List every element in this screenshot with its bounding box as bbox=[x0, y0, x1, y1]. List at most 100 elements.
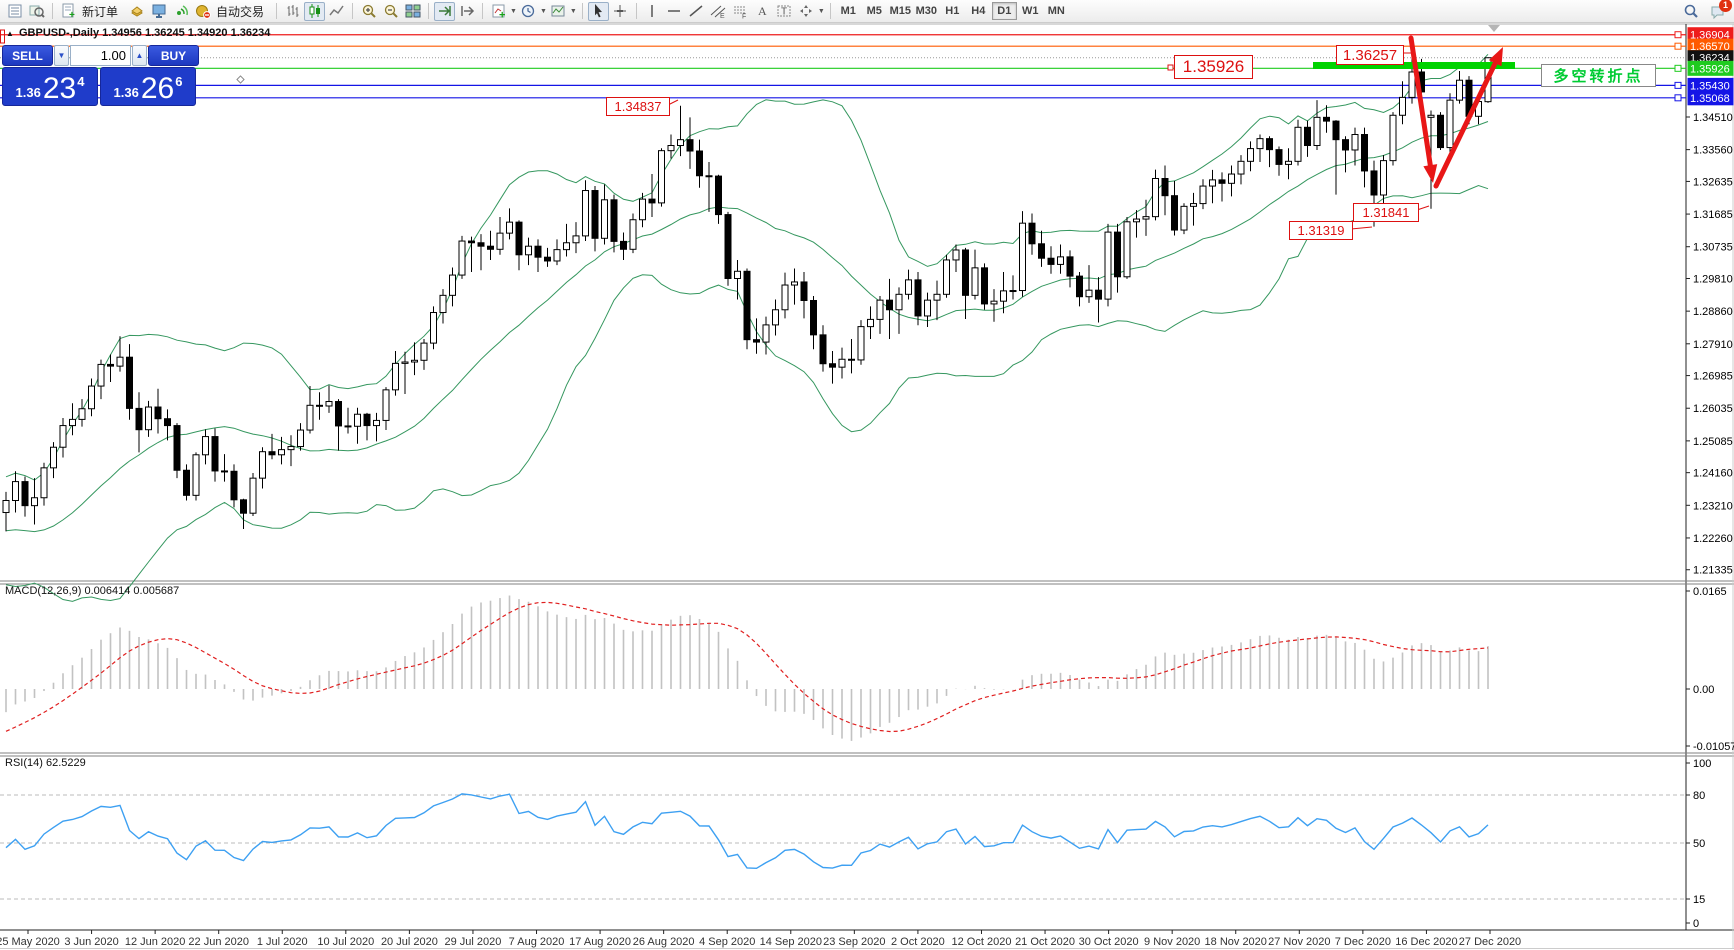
chevron-down-icon[interactable]: ▼ bbox=[569, 7, 577, 15]
fibonacci-icon[interactable]: F bbox=[730, 2, 751, 21]
svg-text:1.21335: 1.21335 bbox=[1693, 565, 1733, 577]
svg-text:F: F bbox=[742, 14, 746, 20]
chevron-down-icon[interactable]: ▼ bbox=[510, 7, 517, 15]
toolbar-separator bbox=[829, 3, 831, 19]
sell-price-big: 23 bbox=[42, 71, 77, 105]
svg-text:+: + bbox=[499, 10, 505, 20]
tile-windows-icon[interactable] bbox=[402, 2, 423, 21]
svg-text:1.24160: 1.24160 bbox=[1693, 468, 1733, 480]
autotrade-label[interactable]: 自动交易 bbox=[216, 4, 265, 19]
price-annotation-l36257[interactable]: 1.36257 bbox=[1336, 45, 1404, 65]
buy-price-panel[interactable]: 1.36 26 6 bbox=[100, 67, 196, 106]
signals-icon[interactable] bbox=[170, 2, 191, 21]
svg-text:1.34510: 1.34510 bbox=[1693, 112, 1733, 124]
candlestick-icon[interactable] bbox=[304, 1, 326, 21]
text-label-icon[interactable]: T bbox=[774, 2, 795, 21]
template-icon[interactable] bbox=[548, 2, 569, 21]
price-annotation-l34837[interactable]: 1.34837 bbox=[606, 97, 670, 116]
svg-text:12 Oct 2020: 12 Oct 2020 bbox=[952, 936, 1012, 948]
volume-decrease-button[interactable]: ▼ bbox=[54, 45, 69, 66]
svg-text:14 Sep 2020: 14 Sep 2020 bbox=[760, 936, 822, 948]
toolbar-separator bbox=[482, 3, 484, 19]
strategy-tester-icon[interactable] bbox=[26, 2, 47, 21]
svg-text:9 Nov 2020: 9 Nov 2020 bbox=[1144, 936, 1200, 948]
autoscroll-icon[interactable] bbox=[434, 1, 456, 21]
price-annotation-l35926[interactable]: 1.35926 bbox=[1174, 55, 1253, 79]
price-axis: 1.34510 1.33560 1.32635 1.31685 1.30735 1.298… bbox=[1686, 27, 1734, 577]
svg-text:T: T bbox=[781, 7, 787, 18]
toolbar-separator bbox=[52, 3, 53, 19]
timeframe-w1-button[interactable]: W1 bbox=[1022, 5, 1039, 17]
svg-text:27 Nov 2020: 27 Nov 2020 bbox=[1268, 936, 1330, 948]
cursor-icon[interactable] bbox=[587, 1, 609, 21]
svg-text:1.31685: 1.31685 bbox=[1693, 209, 1733, 221]
volume-input[interactable]: 1.00 bbox=[70, 45, 131, 66]
notifications-icon[interactable]: 1 bbox=[1707, 0, 1732, 21]
toolbar-separator bbox=[352, 3, 354, 19]
timeframe-m30-button[interactable]: M30 bbox=[915, 5, 937, 17]
timeframe-m5-button[interactable]: M5 bbox=[866, 5, 882, 17]
timeframe-mn-button[interactable]: MN bbox=[1047, 5, 1065, 17]
svg-text:12 Jun 2020: 12 Jun 2020 bbox=[125, 936, 186, 948]
chart-frame bbox=[0, 23, 1734, 949]
zoom-in-icon[interactable] bbox=[358, 2, 379, 21]
timeframe-h1-button[interactable]: H1 bbox=[945, 5, 960, 17]
trendline-icon[interactable] bbox=[686, 2, 707, 21]
annotation-shapes bbox=[667, 35, 1515, 230]
autotrade-icon[interactable] bbox=[192, 2, 213, 21]
svg-text:2 Oct 2020: 2 Oct 2020 bbox=[891, 936, 945, 948]
toolbar-separator bbox=[635, 3, 637, 19]
rsi-layer: 100 80 50 15 0 bbox=[0, 758, 1711, 930]
indicators-icon[interactable]: + bbox=[488, 2, 509, 21]
zoom-out-icon[interactable] bbox=[380, 2, 401, 21]
new-order-label[interactable]: 新订单 bbox=[82, 4, 119, 19]
svg-text:22 Jun 2020: 22 Jun 2020 bbox=[188, 936, 249, 948]
svg-text:E: E bbox=[720, 13, 725, 19]
svg-text:100: 100 bbox=[1693, 758, 1711, 770]
svg-text:3 Jun 2020: 3 Jun 2020 bbox=[64, 936, 118, 948]
svg-text:25 May 2020: 25 May 2020 bbox=[0, 936, 60, 948]
svg-text:23 Sep 2020: 23 Sep 2020 bbox=[823, 936, 885, 948]
svg-text:1.35926: 1.35926 bbox=[1690, 63, 1730, 75]
turning-point-annotation[interactable]: 多空转折点 bbox=[1541, 64, 1656, 87]
svg-text:18 Nov 2020: 18 Nov 2020 bbox=[1205, 936, 1267, 948]
svg-text:4 Sep 2020: 4 Sep 2020 bbox=[699, 936, 755, 948]
price-annotation-l31319[interactable]: 1.31319 bbox=[1289, 221, 1353, 240]
svg-text:26 Aug 2020: 26 Aug 2020 bbox=[633, 936, 695, 948]
one-click-trade-panel: SELL ▼ 1.00 ▲ BUY 1.36 23 4 1.36 26 6 bbox=[2, 45, 199, 106]
svg-text:27 Dec 2020: 27 Dec 2020 bbox=[1459, 936, 1521, 948]
volume-increase-button[interactable]: ▲ bbox=[132, 45, 147, 66]
sell-price-panel[interactable]: 1.36 23 4 bbox=[2, 67, 98, 106]
sell-button[interactable]: SELL bbox=[2, 45, 53, 66]
buy-button[interactable]: BUY bbox=[148, 45, 199, 66]
svg-text:A: A bbox=[758, 4, 767, 18]
periods-icon[interactable] bbox=[518, 2, 539, 21]
chevron-down-icon[interactable]: ▼ bbox=[539, 7, 547, 15]
crosshair-icon[interactable] bbox=[610, 2, 631, 21]
charts-list-icon[interactable] bbox=[4, 2, 25, 21]
bar-chart-icon[interactable] bbox=[282, 2, 303, 21]
main-toolbar: + 新订单 自动交易 + ▼ ▼ ▼ E F A T ▼ M1 M5 M15 M30 H1 H4 D1 W1 MN 1 bbox=[0, 0, 1734, 23]
timeframe-d1-button[interactable]: D1 bbox=[991, 2, 1017, 20]
search-icon[interactable] bbox=[1680, 2, 1701, 21]
timeframe-h4-button[interactable]: H4 bbox=[971, 5, 986, 17]
chevron-down-icon[interactable]: ▼ bbox=[817, 7, 825, 15]
svg-text:1 Jul 2020: 1 Jul 2020 bbox=[257, 936, 308, 948]
new-order-icon[interactable]: + bbox=[58, 2, 79, 21]
line-chart-icon[interactable] bbox=[326, 2, 347, 21]
timeframe-m1-button[interactable]: M1 bbox=[840, 5, 856, 17]
channel-icon[interactable]: E bbox=[708, 2, 729, 21]
svg-text:1.27910: 1.27910 bbox=[1693, 339, 1733, 351]
market-icon[interactable] bbox=[126, 2, 147, 21]
timeframe-m15-button[interactable]: M15 bbox=[889, 5, 911, 17]
chart-shift-icon[interactable] bbox=[456, 2, 477, 21]
svg-text:1.33560: 1.33560 bbox=[1693, 145, 1733, 157]
svg-text:50: 50 bbox=[1693, 838, 1705, 850]
buy-price-small: 1.36 bbox=[113, 85, 139, 100]
vertical-line-icon[interactable] bbox=[642, 2, 663, 21]
text-icon[interactable]: A bbox=[752, 2, 773, 21]
price-annotation-l31841[interactable]: 1.31841 bbox=[1353, 203, 1419, 222]
arrows-icon[interactable] bbox=[796, 2, 817, 21]
profile-icon[interactable] bbox=[148, 2, 169, 21]
horizontal-line-icon[interactable] bbox=[664, 2, 685, 21]
